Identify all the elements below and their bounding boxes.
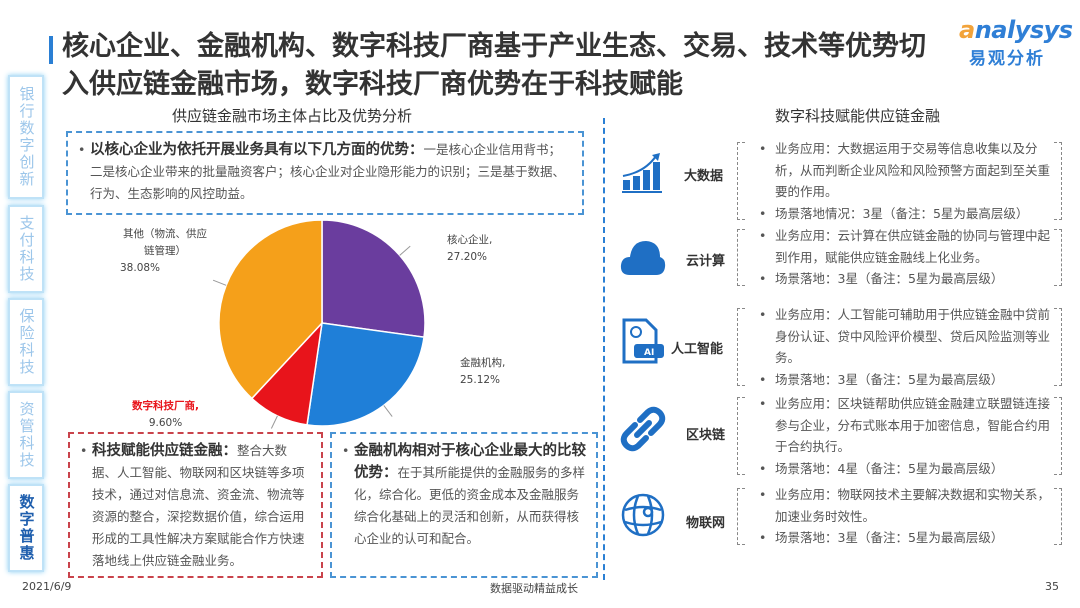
page-title: 核心企业、金融机构、数字科技厂商基于产业生态、交易、技术等优势切入供应链金融市场… (62, 31, 926, 100)
sidebar-item-bank[interactable]: 银行数字创新 (8, 75, 44, 199)
blockchain-bracket: • 业务应用：区块链帮助供应链金融建立联盟链连接参与企业，分布式账本用于加密信息，… (737, 393, 1062, 479)
cloud-bracket: • 业务应用：云计算在供应链金融的协同与管理中起到作用，赋能供应链金融线上化业务。… (737, 225, 1062, 290)
logo-cn: 易观分析 (969, 49, 1045, 69)
cloud-icon (620, 241, 666, 275)
pie-slice-3 (218, 219, 323, 400)
iot-bracket: • 业务应用：物联网技术主要解决数据和实物关系，加速业务时效性。 • 场景落地：3星… (737, 484, 1062, 549)
label-other: 其他（物流、供应链管理） 38.08% (120, 228, 207, 274)
pie-slice-0 (321, 219, 426, 339)
bigdata-bracket: • 业务应用：大数据运用于交易等信息收集以及分析，从而判断企业风险和风险预警方面起… (737, 138, 1062, 224)
row-label-bigdata: 大数据 (684, 169, 724, 184)
row-label-ai: 人工智能 (671, 342, 724, 357)
page-number: 35 (1045, 580, 1059, 593)
pie-leader-1 (383, 405, 393, 417)
sidebar-item-asset-mgmt[interactable]: 资管科技 (8, 391, 44, 479)
pie-slice-1 (306, 322, 425, 427)
globe-network-icon (621, 493, 665, 537)
chain-link-icon (620, 406, 666, 452)
label-core: 核心企业, 27.20% (447, 234, 493, 263)
label-digital-tech: 数字科技厂商, 9.60% (132, 400, 199, 429)
sidebar-item-payment[interactable]: 支付科技 (8, 205, 44, 293)
tech-empower-box: • 科技赋能供应链金融：整合大数据、人工智能、物联网和区块链等多项技术，通过对信息… (68, 432, 323, 578)
ai-bracket: • 业务应用：人工智能可辅助用于供应链金融中贷前身份认证、贷中风险评价模型、贷后风… (737, 304, 1062, 390)
core-enterprise-advantage-box: • 以核心企业为依托开展业务具有以下几方面的优势：一是核心企业信用背书；二是核心企… (66, 131, 584, 215)
sidebar-item-inclusive[interactable]: 数字普惠 (8, 484, 44, 572)
sidebar-item-insurance[interactable]: 保险科技 (8, 298, 44, 386)
right-section-heading: 数字科技赋能供应链金融 (775, 107, 941, 125)
analysys-logo: analysys 易观分析 (945, 14, 1075, 69)
svg-text:AI: AI (644, 348, 654, 358)
pie-leader-2 (270, 415, 278, 429)
left-section-heading: 供应链金融市场主体占比及优势分析 (172, 107, 413, 125)
logo-en: analysys (959, 16, 1073, 44)
pie-chart (212, 219, 426, 429)
section-divider (603, 118, 605, 580)
pie-leader-3 (212, 279, 227, 286)
footer-date: 2021/6/9 (22, 580, 72, 593)
title-accent-bar (49, 36, 53, 64)
bar-chart-growth-icon (622, 153, 662, 193)
pie-leader-0 (399, 245, 411, 256)
row-label-blockchain: 区块链 (686, 428, 726, 443)
row-label-cloud: 云计算 (686, 254, 726, 269)
footer-slogan: 数据驱动精益成长 (490, 582, 578, 595)
label-financial: 金融机构, 25.12% (460, 357, 506, 386)
row-label-iot: 物联网 (686, 516, 726, 531)
financial-institution-box: • 金融机构相对于核心企业最大的比较优势：在于其所能提供的金融服务的多样化，综合化… (330, 432, 598, 578)
ai-document-icon: AI (622, 318, 664, 364)
